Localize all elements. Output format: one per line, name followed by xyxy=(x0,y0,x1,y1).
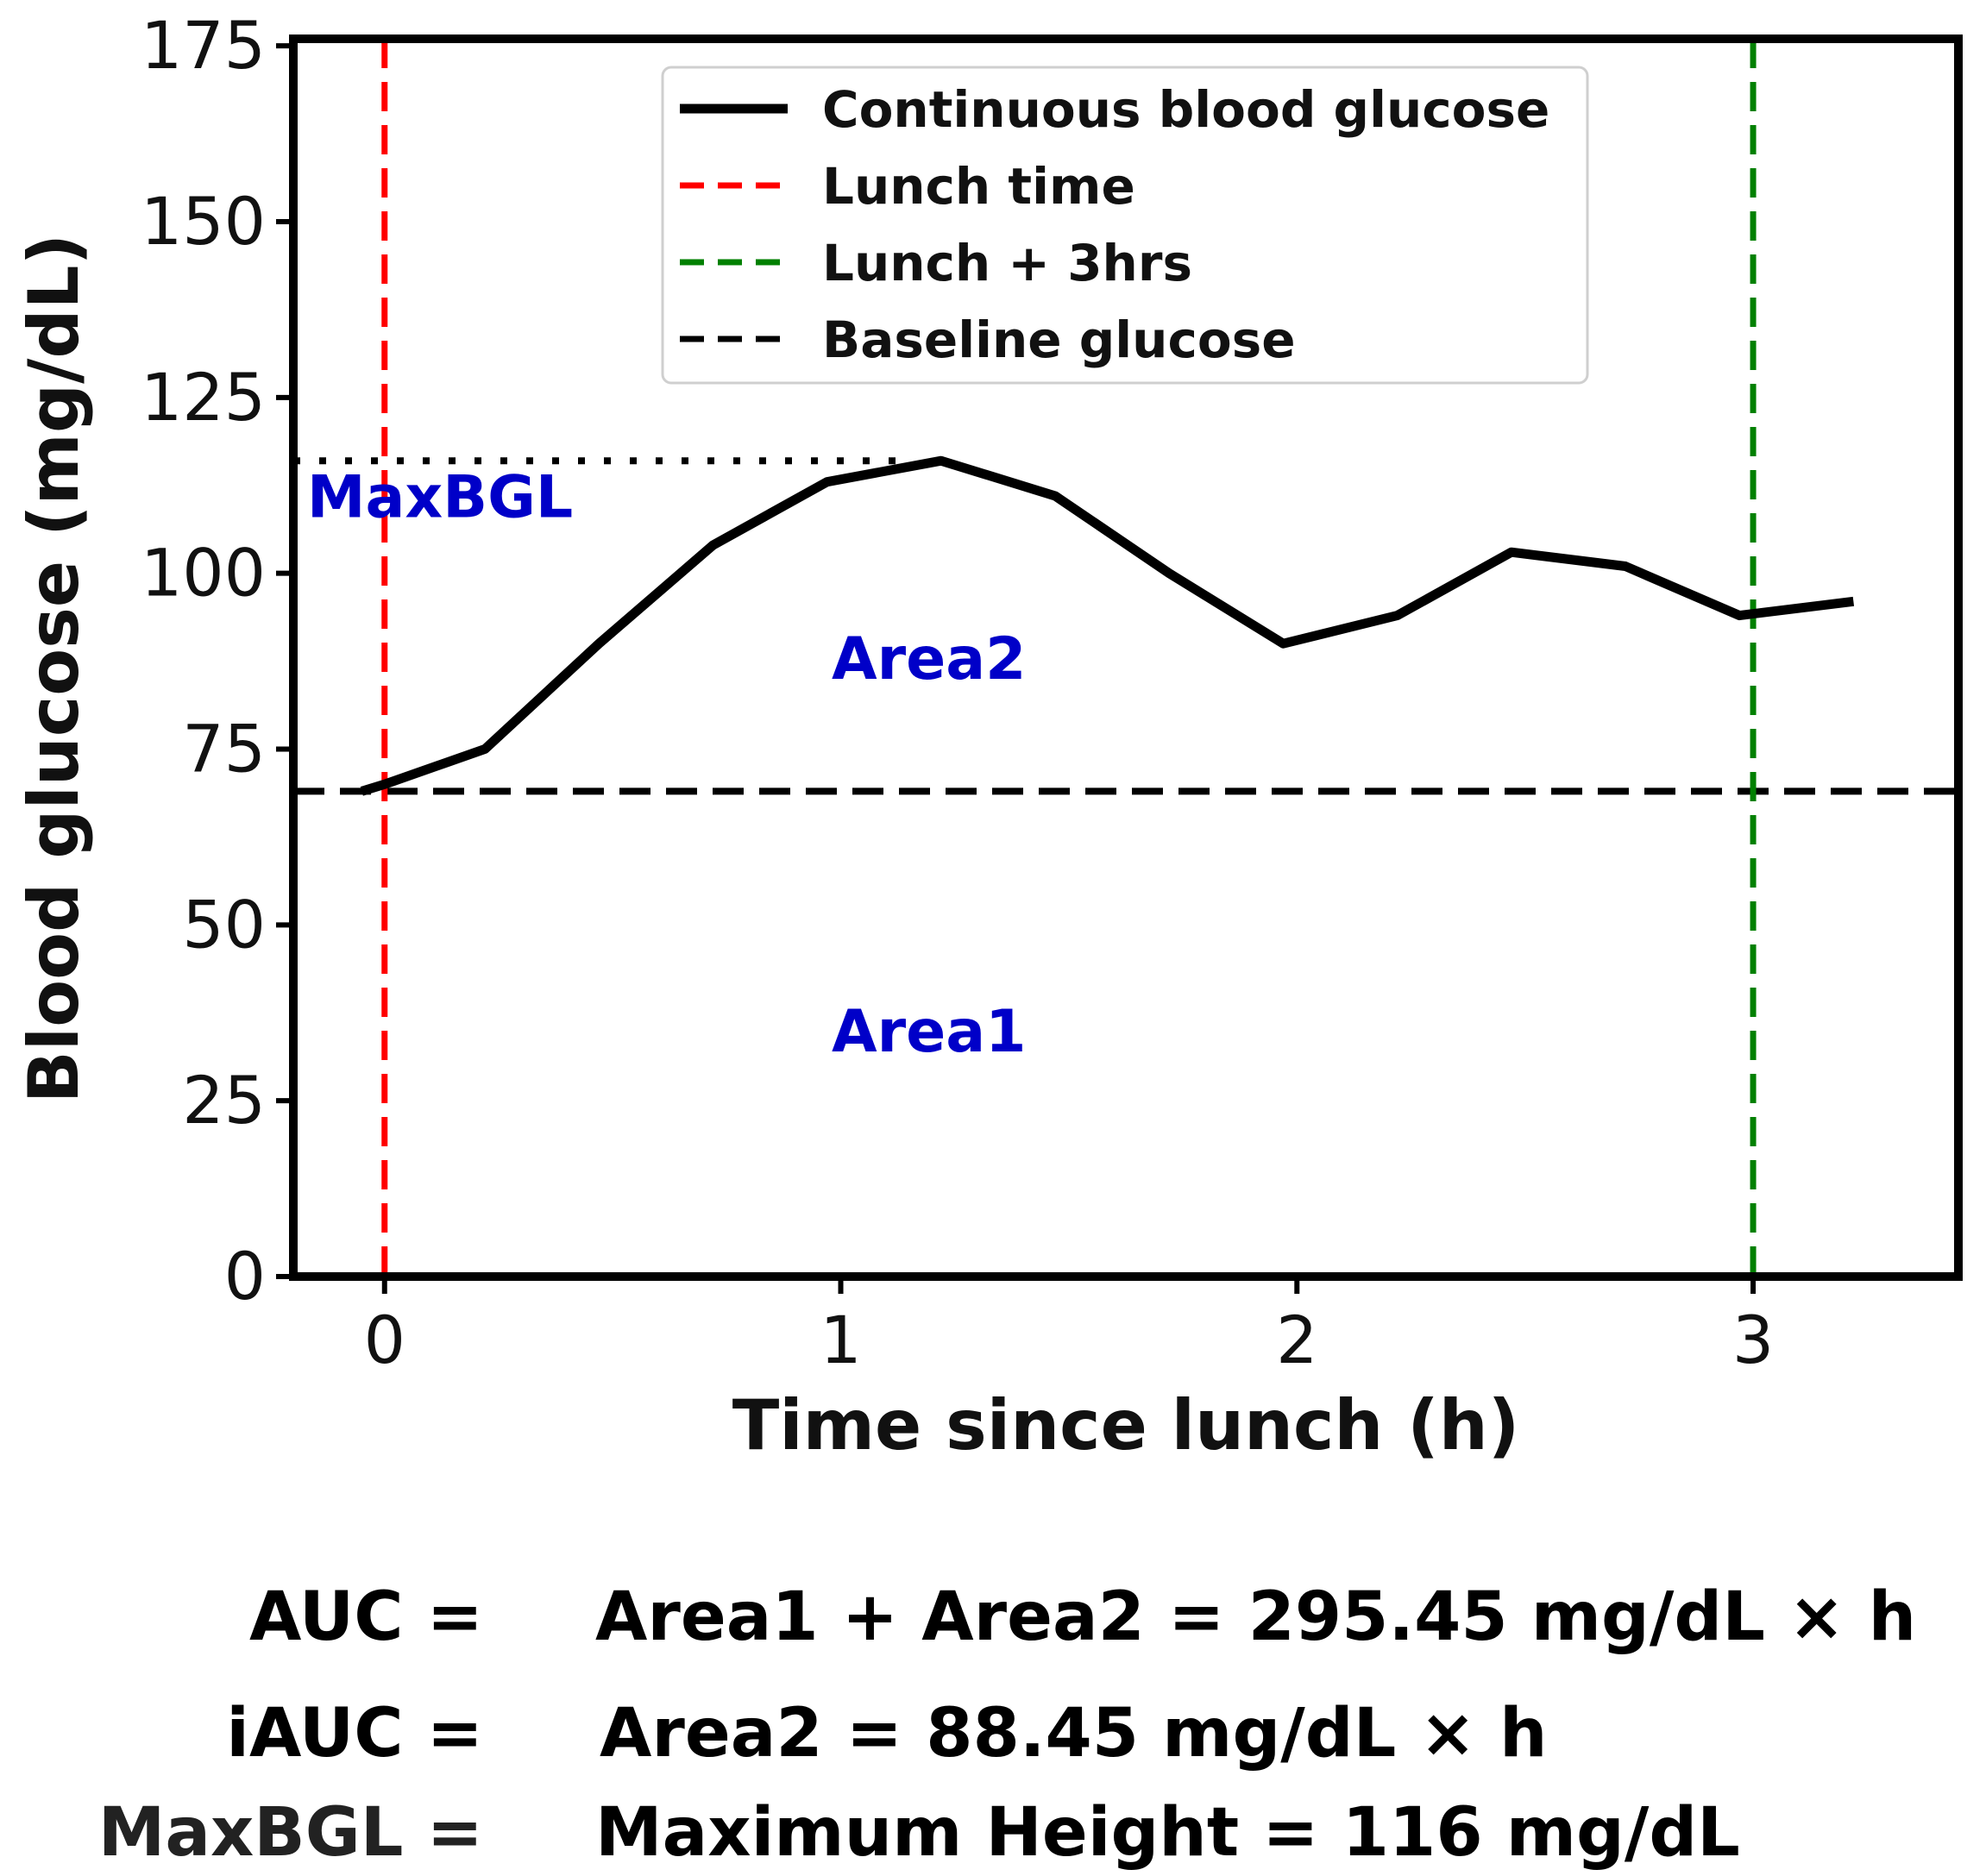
x-tick-label: 1 xyxy=(820,1302,861,1378)
y-tick-label: 75 xyxy=(182,710,266,787)
annotation-area2: Area2 xyxy=(832,625,1026,693)
legend-label: Baseline glucose xyxy=(822,311,1296,369)
auc-expression: Area1 + Area2 = 295.45 mg/dL × h xyxy=(595,1578,1917,1656)
maxbgl-label: MaxBGL = xyxy=(97,1794,483,1872)
maxbgl-expression: Maximum Height = 116 mg/dL xyxy=(595,1794,1740,1872)
annotation-area1: Area1 xyxy=(832,998,1026,1066)
chart-area: 0 25 50 75 100 125 150 175 0 1 2 3 MaxBGL Area2 Area1… xyxy=(14,7,1963,1465)
x-axis-title: Time since lunch (h) xyxy=(732,1385,1520,1465)
legend-label: Continuous blood glucose xyxy=(822,80,1549,139)
y-tick-label: 25 xyxy=(182,1062,266,1139)
annotation-maxbgl: MaxBGL xyxy=(307,463,573,531)
y-tick-label: 0 xyxy=(224,1238,266,1314)
x-tick-label: 3 xyxy=(1732,1302,1774,1378)
formula-block: AUC = Area1 + Area2 = 295.45 mg/dL × h i… xyxy=(0,1535,1986,1876)
y-tick-label: 150 xyxy=(141,183,266,260)
y-tick-label: 100 xyxy=(141,535,266,612)
glucose-chart: 0 25 50 75 100 125 150 175 0 1 2 3 MaxBGL Area2 Area1… xyxy=(14,7,1963,1465)
y-axis-title: Blood glucose (mg/dL) xyxy=(14,234,94,1103)
y-tick-label: 175 xyxy=(141,7,266,84)
legend-label: Lunch + 3hrs xyxy=(822,234,1192,292)
legend-box xyxy=(661,66,1589,385)
y-tick-label: 125 xyxy=(141,359,266,436)
x-tick-label: 0 xyxy=(364,1302,405,1378)
legend-label: Lunch time xyxy=(822,157,1135,216)
glucose-series-line xyxy=(360,455,1855,796)
x-tick-label: 2 xyxy=(1276,1302,1317,1378)
auc-label: AUC = xyxy=(248,1578,483,1656)
plot-frame xyxy=(289,35,1963,1281)
y-tick-label: 50 xyxy=(182,886,266,963)
iauc-expression: Area2 = 88.45 mg/dL × h xyxy=(600,1695,1548,1772)
iauc-label: iAUC = xyxy=(226,1695,483,1772)
